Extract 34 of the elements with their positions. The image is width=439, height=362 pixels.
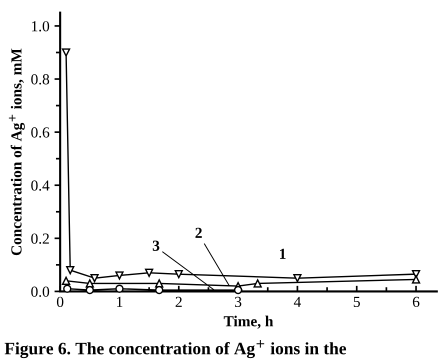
x-tick-label: 4 [294,296,301,307]
point [155,286,164,294]
x-tick-label: 5 [354,296,360,308]
point [115,271,124,280]
y-axis-title: Concentration of Ag$^{+}$ ions, mM [8,48,25,256]
x-tick-label: 1 [116,296,122,307]
x-tick-label: 3 [235,296,242,308]
x-tick-label: 0 [56,296,64,308]
point [412,275,420,284]
x-tick-label: 6 [412,296,420,308]
annotation: 3 [152,240,160,251]
point [144,268,154,277]
point [62,48,70,57]
point [63,284,72,293]
point [293,274,302,282]
caption: Figure 6. The concentration of Ag$^{+}$ ions in the [4,340,346,358]
point [86,286,94,294]
y-tick-label: 0.8 [31,74,50,85]
point [174,270,183,278]
y-tick-label: 0.4 [31,180,50,191]
x-axis-title: Time, h [224,316,274,329]
annotation: 1 [280,248,286,259]
point [115,284,124,293]
annotation: 2 [195,228,202,238]
x-tick-label: 2 [176,296,182,307]
y-tick-label: 1.0 [32,21,50,32]
point [66,266,74,274]
point [62,276,70,285]
point [234,286,242,294]
y-tick-label: 0.0 [31,286,50,297]
y-tick-label: 0.6 [31,127,50,138]
y-tick-label: 0.2 [31,233,49,244]
point [90,274,99,282]
point [254,279,262,288]
